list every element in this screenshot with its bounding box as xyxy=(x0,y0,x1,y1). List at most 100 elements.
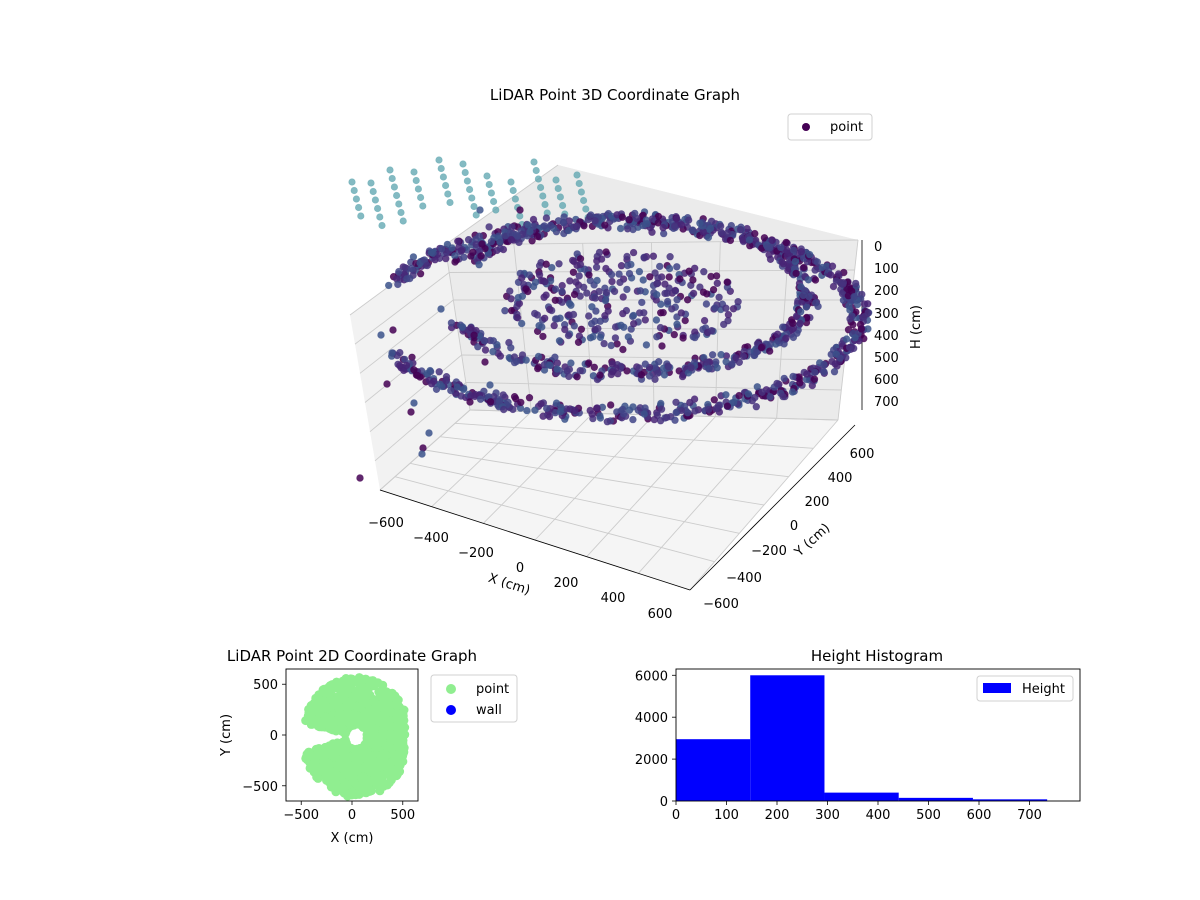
y-tick-label-2d: 0 xyxy=(270,729,278,744)
point-2d xyxy=(343,683,353,692)
data-point-3d xyxy=(726,236,735,245)
data-point-3d xyxy=(797,248,805,256)
point-2d xyxy=(369,697,379,707)
data-point-3d xyxy=(555,260,563,268)
data-point-3d xyxy=(696,283,704,291)
data-point-3d xyxy=(548,263,556,272)
data-point-3d xyxy=(830,368,839,376)
data-point-3d xyxy=(757,343,766,352)
data-point-3d xyxy=(378,221,386,230)
z-ticks-3d: 0 100 200 300 400 500 600 700 xyxy=(874,240,899,410)
data-point-3d xyxy=(789,333,798,342)
data-point-3d xyxy=(753,383,761,391)
data-point-3d xyxy=(566,277,574,285)
point-2d xyxy=(332,677,342,687)
x-tick-label: −400 xyxy=(413,531,449,546)
data-point-3d xyxy=(691,333,699,342)
data-point-3d xyxy=(579,196,588,205)
data-point-3d xyxy=(641,404,649,412)
data-point-3d xyxy=(540,314,549,322)
data-point-3d xyxy=(489,337,497,345)
point-2d xyxy=(321,712,330,722)
data-point-3d xyxy=(846,306,854,314)
data-point-3d xyxy=(514,293,522,302)
data-point-3d xyxy=(646,273,654,281)
data-point-3d xyxy=(804,276,813,284)
data-point-3d xyxy=(683,296,692,304)
histogram-bar xyxy=(824,792,899,801)
data-point-3d xyxy=(851,334,859,342)
data-point-3d xyxy=(736,226,745,234)
data-point-3d xyxy=(702,300,711,308)
legend-2d: point wall xyxy=(430,674,518,723)
z-tick-label: 200 xyxy=(874,284,899,299)
data-point-3d xyxy=(417,193,425,202)
data-point-3d xyxy=(552,176,560,184)
data-point-3d xyxy=(507,295,515,303)
point-2d xyxy=(392,770,402,779)
data-point-3d xyxy=(700,268,708,276)
data-point-3d xyxy=(490,197,498,206)
data-point-3d xyxy=(546,221,555,230)
grid-line xyxy=(354,272,450,345)
data-point-3d xyxy=(820,368,828,376)
data-point-3d xyxy=(663,297,672,306)
data-point-3d xyxy=(460,253,468,261)
data-point-3d xyxy=(673,320,681,328)
point-2d xyxy=(382,742,392,752)
data-point-3d xyxy=(559,219,568,227)
data-point-3d xyxy=(828,262,837,270)
data-point-3d xyxy=(393,191,401,200)
data-point-3d xyxy=(573,373,581,381)
data-point-3d xyxy=(509,186,517,195)
data-point-3d xyxy=(525,394,534,402)
data-point-3d xyxy=(476,395,485,403)
data-point-3d xyxy=(668,305,676,313)
x-tick-label-hist: 100 xyxy=(714,808,739,823)
data-point-3d xyxy=(596,412,604,420)
data-point-3d xyxy=(639,221,647,230)
data-point-3d xyxy=(864,325,872,333)
data-point-3d xyxy=(369,187,377,196)
data-point-3d xyxy=(557,403,565,412)
chart-3d-title: LiDAR Point 3D Coordinate Graph xyxy=(490,86,740,104)
legend-histogram: Height xyxy=(976,675,1074,702)
data-point-3d xyxy=(401,264,409,272)
data-point-3d xyxy=(739,352,748,361)
data-point-3d xyxy=(713,279,721,287)
data-point-3d xyxy=(662,413,671,422)
data-point-3d xyxy=(665,273,673,281)
data-point-3d xyxy=(483,172,491,180)
data-point-3d xyxy=(805,292,813,301)
data-point-3d xyxy=(538,323,546,331)
point-2d xyxy=(314,765,323,774)
data-point-3d xyxy=(535,262,544,270)
data-point-3d xyxy=(778,258,786,266)
data-point-3d xyxy=(556,193,565,201)
data-point-3d xyxy=(717,228,725,237)
data-point-3d xyxy=(805,250,814,259)
data-point-3d xyxy=(504,398,512,406)
data-point-3d xyxy=(791,257,799,266)
data-point-3d xyxy=(654,358,663,366)
data-point-3d xyxy=(839,280,847,288)
data-point-3d xyxy=(623,261,632,270)
z-tick-label: 600 xyxy=(874,373,899,388)
data-point-3d xyxy=(690,395,699,403)
legend-2d-marker-point xyxy=(446,684,456,694)
data-point-3d xyxy=(734,298,742,306)
data-point-3d xyxy=(435,368,443,376)
data-point-3d xyxy=(723,278,731,286)
point-2d xyxy=(346,752,355,762)
data-point-3d xyxy=(800,263,808,272)
data-point-3d xyxy=(517,274,526,282)
data-point-3d xyxy=(635,309,644,317)
data-point-3d xyxy=(777,243,785,252)
point-2d xyxy=(359,675,369,685)
point-2d xyxy=(338,711,348,721)
data-point-3d xyxy=(573,261,581,269)
data-point-3d xyxy=(708,351,717,359)
data-point-3d xyxy=(569,310,578,319)
data-point-3d xyxy=(735,358,743,366)
data-point-3d xyxy=(842,335,851,343)
